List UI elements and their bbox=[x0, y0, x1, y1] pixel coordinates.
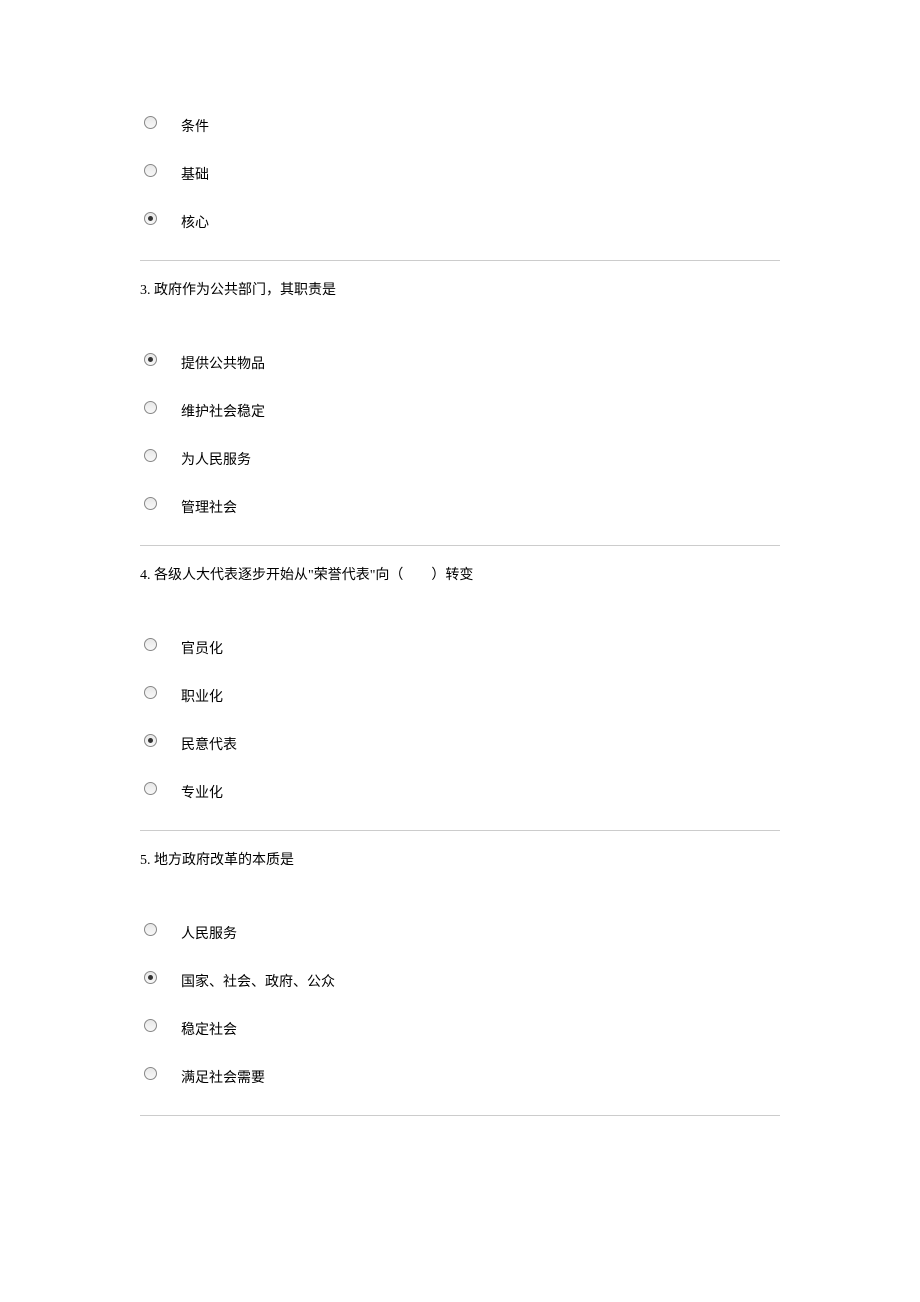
option-row[interactable]: 维护社会稳定 bbox=[140, 395, 780, 419]
radio-unselected-icon[interactable] bbox=[144, 116, 157, 129]
radio-unselected-icon[interactable] bbox=[144, 782, 157, 795]
radio-unselected-icon[interactable] bbox=[144, 923, 157, 936]
option-row[interactable]: 满足社会需要 bbox=[140, 1061, 780, 1085]
question-divider bbox=[140, 545, 780, 546]
radio-selected-icon[interactable] bbox=[144, 353, 157, 366]
option-row[interactable]: 官员化 bbox=[140, 632, 780, 656]
option-row[interactable]: 稳定社会 bbox=[140, 1013, 780, 1037]
radio-unselected-icon[interactable] bbox=[144, 449, 157, 462]
option-row[interactable]: 条件 bbox=[140, 110, 780, 134]
radio-unselected-icon[interactable] bbox=[144, 1067, 157, 1080]
option-label: 职业化 bbox=[181, 686, 223, 706]
question-divider bbox=[140, 1115, 780, 1116]
option-label: 管理社会 bbox=[181, 497, 237, 517]
question-text: 5. 地方政府改革的本质是 bbox=[140, 849, 780, 869]
option-label: 核心 bbox=[181, 212, 209, 232]
option-row[interactable]: 基础 bbox=[140, 158, 780, 182]
option-label: 提供公共物品 bbox=[181, 353, 265, 373]
option-label: 维护社会稳定 bbox=[181, 401, 265, 421]
option-label: 人民服务 bbox=[181, 923, 237, 943]
radio-selected-icon[interactable] bbox=[144, 971, 157, 984]
option-label: 专业化 bbox=[181, 782, 223, 802]
question-block-2: 条件 基础 核心 bbox=[140, 110, 780, 230]
question-block-5: 5. 地方政府改革的本质是 人民服务 国家、社会、政府、公众 稳定社会 满足社会… bbox=[140, 849, 780, 1085]
options-group-5: 人民服务 国家、社会、政府、公众 稳定社会 满足社会需要 bbox=[140, 917, 780, 1085]
radio-unselected-icon[interactable] bbox=[144, 497, 157, 510]
radio-unselected-icon[interactable] bbox=[144, 638, 157, 651]
radio-unselected-icon[interactable] bbox=[144, 686, 157, 699]
options-group-4: 官员化 职业化 民意代表 专业化 bbox=[140, 632, 780, 800]
option-row[interactable]: 民意代表 bbox=[140, 728, 780, 752]
option-label: 官员化 bbox=[181, 638, 223, 658]
option-row[interactable]: 国家、社会、政府、公众 bbox=[140, 965, 780, 989]
option-label: 民意代表 bbox=[181, 734, 237, 754]
question-text: 4. 各级人大代表逐步开始从"荣誉代表"向（ ）转变 bbox=[140, 564, 780, 584]
option-label: 国家、社会、政府、公众 bbox=[181, 971, 335, 991]
question-divider bbox=[140, 260, 780, 261]
option-row[interactable]: 管理社会 bbox=[140, 491, 780, 515]
radio-unselected-icon[interactable] bbox=[144, 1019, 157, 1032]
question-block-3: 3. 政府作为公共部门，其职责是 提供公共物品 维护社会稳定 为人民服务 管理社… bbox=[140, 279, 780, 515]
option-row[interactable]: 人民服务 bbox=[140, 917, 780, 941]
option-label: 条件 bbox=[181, 116, 209, 136]
option-label: 为人民服务 bbox=[181, 449, 251, 469]
option-label: 满足社会需要 bbox=[181, 1067, 265, 1087]
question-divider bbox=[140, 830, 780, 831]
option-row[interactable]: 提供公共物品 bbox=[140, 347, 780, 371]
radio-selected-icon[interactable] bbox=[144, 212, 157, 225]
option-row[interactable]: 职业化 bbox=[140, 680, 780, 704]
option-row[interactable]: 核心 bbox=[140, 206, 780, 230]
options-group-3: 提供公共物品 维护社会稳定 为人民服务 管理社会 bbox=[140, 347, 780, 515]
option-label: 基础 bbox=[181, 164, 209, 184]
option-row[interactable]: 为人民服务 bbox=[140, 443, 780, 467]
option-label: 稳定社会 bbox=[181, 1019, 237, 1039]
option-row[interactable]: 专业化 bbox=[140, 776, 780, 800]
quiz-container: 条件 基础 核心 3. 政府作为公共部门，其职责是 提供公共物品 维护社会稳定 bbox=[140, 110, 780, 1116]
options-group-2: 条件 基础 核心 bbox=[140, 110, 780, 230]
radio-unselected-icon[interactable] bbox=[144, 401, 157, 414]
radio-selected-icon[interactable] bbox=[144, 734, 157, 747]
question-text: 3. 政府作为公共部门，其职责是 bbox=[140, 279, 780, 299]
radio-unselected-icon[interactable] bbox=[144, 164, 157, 177]
question-block-4: 4. 各级人大代表逐步开始从"荣誉代表"向（ ）转变 官员化 职业化 民意代表 … bbox=[140, 564, 780, 800]
